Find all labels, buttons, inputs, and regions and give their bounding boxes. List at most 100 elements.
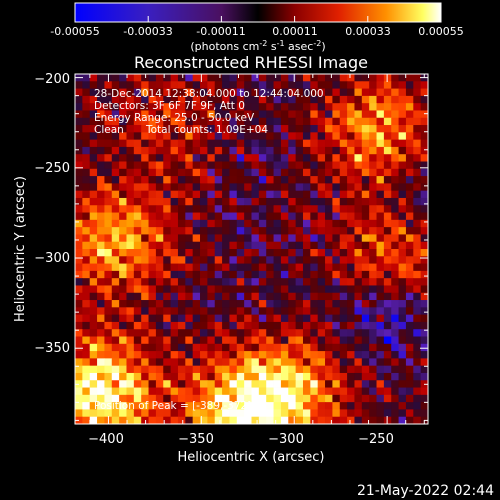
heatmap-cell: [170, 358, 179, 367]
heatmap-cell: [200, 103, 208, 111]
heatmap-cell: [89, 190, 98, 199]
heatmap-cell: [104, 146, 113, 155]
heatmap-cell: [214, 146, 223, 155]
heatmap-cell: [369, 125, 377, 133]
heatmap-cell: [148, 336, 157, 345]
heatmap-cell: [405, 329, 414, 337]
heatmap-cell: [273, 416, 282, 424]
heatmap-cell: [258, 307, 267, 316]
heatmap-cell: [258, 197, 267, 206]
heatmap-cell: [222, 139, 230, 148]
heatmap-cell: [89, 351, 98, 359]
heatmap-cell: [398, 278, 407, 286]
heatmap-cell: [354, 321, 363, 330]
heatmap-cell: [148, 176, 157, 184]
heatmap-cell: [97, 292, 105, 301]
heatmap-cell: [420, 263, 428, 272]
heatmap-cell: [295, 249, 304, 257]
heatmap-cell: [339, 132, 348, 141]
heatmap-cell: [133, 190, 142, 199]
heatmap-cell: [420, 197, 428, 206]
heatmap-cell: [302, 81, 311, 89]
heatmap-cell: [310, 219, 319, 228]
heatmap-cell: [413, 219, 422, 228]
heatmap-cell: [413, 168, 422, 177]
heatmap-cell: [236, 219, 245, 228]
heatmap-cell: [89, 132, 98, 141]
heatmap-cell: [163, 285, 171, 294]
heatmap-cell: [207, 117, 216, 126]
heatmap-cell: [177, 365, 186, 374]
heatmap-cell: [332, 212, 341, 221]
heatmap-cell: [126, 278, 135, 286]
heatmap-cell: [369, 132, 377, 141]
heatmap-cell: [361, 256, 370, 264]
heatmap-cell: [163, 183, 171, 192]
heatmap-cell: [119, 387, 127, 396]
heatmap-cell: [369, 219, 377, 228]
heatmap-cell: [244, 409, 252, 418]
heatmap-cell: [273, 95, 282, 104]
heatmap-cell: [295, 416, 304, 424]
heatmap-cell: [177, 358, 186, 367]
heatmap-cell: [155, 256, 164, 264]
heatmap-cell: [75, 249, 83, 257]
heatmap-cell: [361, 402, 370, 410]
heatmap-cell: [229, 146, 238, 155]
heatmap-cell: [310, 372, 319, 381]
heatmap-cell: [126, 74, 135, 82]
heatmap-cell: [163, 168, 171, 177]
heatmap-cell: [310, 351, 319, 359]
heatmap-cell: [141, 139, 149, 148]
heatmap-cell: [288, 146, 297, 155]
heatmap-cell: [258, 314, 267, 323]
heatmap-cell: [398, 154, 407, 162]
heatmap-cell: [317, 307, 326, 316]
heatmap-cell: [155, 212, 164, 221]
heatmap-cell: [310, 154, 319, 162]
heatmap-cell: [354, 110, 363, 119]
heatmap-cell: [185, 402, 194, 410]
heatmap-cell: [332, 387, 341, 396]
heatmap-cell: [119, 146, 127, 155]
heatmap-cell: [244, 88, 252, 97]
heatmap-cell: [302, 219, 311, 228]
heatmap-cell: [244, 132, 252, 141]
heatmap-cell: [288, 394, 297, 403]
heatmap-cell: [200, 81, 208, 89]
heatmap-cell: [376, 409, 385, 418]
heatmap-cell: [236, 365, 245, 374]
heatmap-cell: [391, 241, 399, 250]
heatmap-cell: [141, 263, 149, 272]
heatmap-cell: [141, 103, 149, 111]
heatmap-cell: [126, 358, 135, 367]
heatmap-cell: [266, 146, 274, 155]
heatmap-cell: [155, 168, 164, 177]
heatmap-cell: [111, 154, 120, 162]
heatmap-cell: [82, 139, 91, 148]
heatmap-cell: [170, 234, 179, 243]
heatmap-cell: [258, 300, 267, 308]
heatmap-cell: [222, 110, 230, 119]
heatmap-cell: [354, 336, 363, 345]
heatmap-cell: [207, 154, 216, 162]
heatmap-cell: [97, 343, 105, 352]
heatmap-cell: [369, 205, 377, 213]
heatmap-cell: [251, 380, 260, 388]
heatmap-cell: [126, 292, 135, 301]
heatmap-cell: [229, 219, 238, 228]
heatmap-cell: [288, 380, 297, 388]
heatmap-cell: [405, 394, 414, 403]
heatmap-cell: [398, 74, 407, 82]
heatmap-cell: [170, 394, 179, 403]
heatmap-cell: [229, 314, 238, 323]
heatmap-cell: [229, 241, 238, 250]
heatmap-cell: [302, 168, 311, 177]
heatmap-cell: [391, 402, 399, 410]
heatmap-cell: [163, 241, 171, 250]
heatmap-cell: [266, 139, 274, 148]
heatmap-cell: [354, 125, 363, 133]
heatmap-cell: [200, 176, 208, 184]
heatmap-cell: [405, 270, 414, 279]
heatmap-cell: [163, 74, 171, 82]
